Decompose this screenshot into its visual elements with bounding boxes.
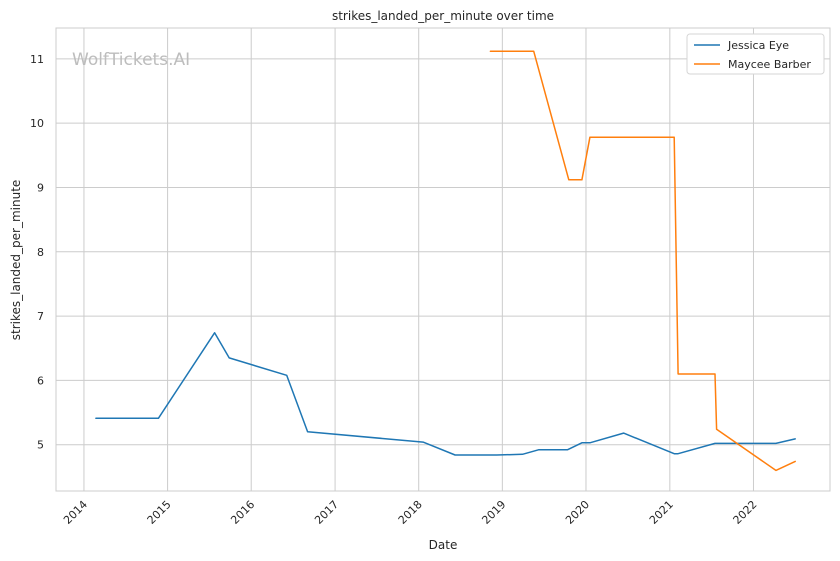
legend-label-jessica-eye: Jessica Eye xyxy=(727,39,789,52)
watermark: WolfTickets.AI xyxy=(72,50,190,70)
x-tick-label: 2016 xyxy=(228,498,257,527)
x-tick-label: 2017 xyxy=(312,498,341,527)
y-tick-label: 8 xyxy=(37,246,44,259)
x-tick-label: 2018 xyxy=(396,498,425,527)
y-tick-label: 7 xyxy=(37,310,44,323)
legend: Jessica Eye Maycee Barber xyxy=(687,34,824,74)
x-axis-label: Date xyxy=(429,538,458,552)
x-tick-label: 2015 xyxy=(145,498,174,527)
y-tick-label: 5 xyxy=(37,439,44,452)
x-tick-label: 2021 xyxy=(647,498,676,527)
y-tick-label: 11 xyxy=(30,53,44,66)
x-tick-label: 2022 xyxy=(731,498,760,527)
y-tick-label: 10 xyxy=(30,117,44,130)
x-axis-ticks: 2014 2015 2016 2017 2018 2019 2020 2021 2022 xyxy=(61,498,760,527)
x-tick-label: 2020 xyxy=(563,498,592,527)
y-tick-label: 9 xyxy=(37,181,44,194)
x-tick-label: 2014 xyxy=(61,498,90,527)
plot-area xyxy=(56,28,830,491)
legend-label-maycee-barber: Maycee Barber xyxy=(728,58,811,71)
chart-title: strikes_landed_per_minute over time xyxy=(332,9,554,23)
y-tick-label: 6 xyxy=(37,374,44,387)
y-axis-ticks: 5 6 7 8 9 10 11 xyxy=(30,53,44,452)
y-axis-label: strikes_landed_per_minute xyxy=(9,180,23,341)
x-tick-label: 2019 xyxy=(479,498,508,527)
